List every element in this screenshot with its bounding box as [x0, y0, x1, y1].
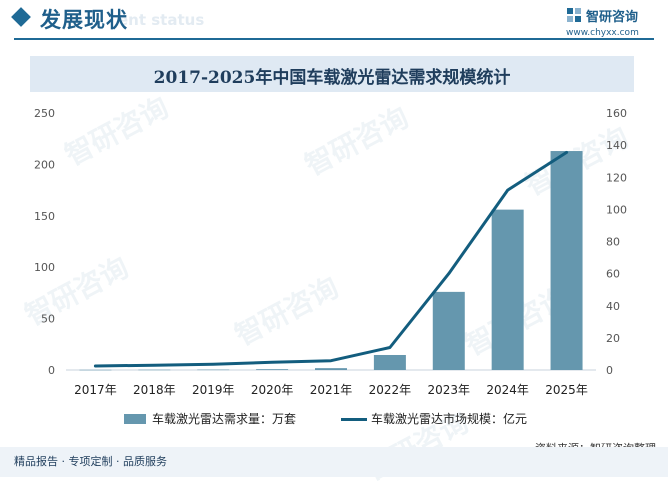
y-left-tick-label: 150: [34, 210, 55, 223]
line-point: [565, 151, 568, 154]
brand-name: 智研咨询: [586, 10, 639, 25]
legend-bar-label: 车载激光雷达需求量：万套: [152, 412, 297, 426]
bar: [256, 369, 289, 370]
y-left-tick-label: 250: [34, 107, 55, 120]
bar: [373, 354, 406, 370]
footer-text: 精品报告 · 专项定制 · 品质服务: [14, 455, 167, 468]
section-subtitle: ent status: [118, 11, 205, 29]
line-point: [212, 363, 215, 366]
y-right-tick-label: 140: [606, 139, 627, 152]
bar: [550, 151, 583, 370]
legend-bar-swatch: [124, 414, 146, 424]
line-point: [94, 364, 97, 368]
line-point: [388, 346, 392, 349]
legend-line-swatch: [341, 418, 367, 421]
x-tick-label: 2020年: [251, 383, 294, 397]
y-right-tick-label: 20: [606, 332, 620, 345]
y-right-tick-label: 120: [606, 171, 627, 184]
line-point: [447, 272, 450, 275]
line-point: [329, 359, 333, 362]
x-tick-label: 2018年: [133, 383, 176, 397]
bar: [315, 368, 347, 370]
bar: [432, 291, 465, 370]
bar: [197, 369, 230, 371]
x-tick-label: 2022年: [369, 383, 412, 397]
y-left-tick-label: 200: [34, 158, 55, 171]
footer: 精品报告 · 专项定制 · 品质服务: [0, 447, 668, 477]
x-tick-label: 2023年: [428, 383, 471, 397]
brand-logo-icon: [567, 8, 581, 22]
brand-url: www.chyxx.com: [566, 28, 639, 38]
chart: 0 50 100 150 200 250 0 20 40 60 80 100 120 140 160 2017…: [34, 107, 627, 397]
bar: [138, 369, 171, 371]
y-left-tick-label: 100: [34, 261, 55, 274]
line-point: [506, 188, 509, 192]
x-tick-label: 2021年: [310, 383, 353, 397]
y-right-tick-label: 0: [606, 364, 613, 377]
x-tick-label: 2025年: [545, 383, 588, 397]
y-right-tick-label: 60: [606, 268, 620, 281]
y-right-tick-label: 80: [606, 236, 620, 249]
legend-line-label: 车载激光雷达市场规模：亿元: [371, 412, 528, 426]
section-header: ent status 发展现状 智研咨询 www.chyxx.com: [0, 0, 668, 40]
y-right-tick-label: 160: [606, 107, 627, 120]
x-tick-label: 2024年: [486, 383, 529, 397]
line-point: [153, 363, 156, 367]
x-tick-label: 2019年: [192, 383, 235, 397]
header-rule: [14, 38, 654, 40]
y-left-tick-label: 0: [48, 364, 55, 377]
bar: [79, 369, 112, 371]
y-right-tick-label: 100: [606, 203, 627, 216]
y-left-tick-label: 50: [41, 313, 55, 326]
y-right-tick-label: 40: [606, 300, 620, 313]
section-title: 发展现状: [40, 8, 128, 32]
chart-title-banner: 2017-2025年中国车载激光雷达需求规模统计: [30, 56, 634, 92]
legend: 车载激光雷达需求量：万套 车载激光雷达市场规模：亿元: [0, 410, 668, 428]
bar: [491, 209, 524, 370]
chart-title: 2017-2025年中国车载激光雷达需求规模统计: [153, 68, 511, 88]
line-point: [270, 361, 274, 364]
x-tick-label: 2017年: [74, 383, 117, 397]
